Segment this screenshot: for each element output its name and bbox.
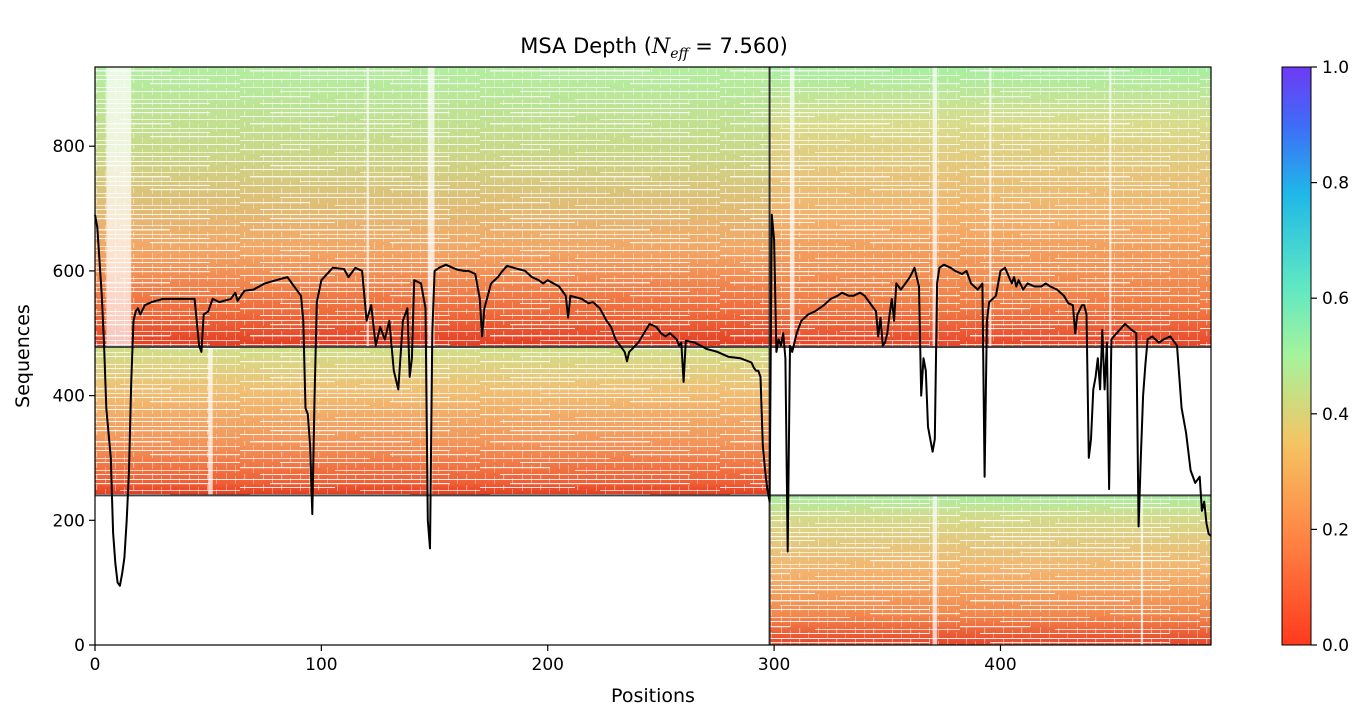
colorbar-tick-label: 0.0 <box>1322 636 1349 656</box>
coverage-line <box>94 213 1212 587</box>
chart-title: MSA Depth (Neff = 7.560) <box>520 34 788 62</box>
y-tick-label: 800 <box>53 137 85 157</box>
y-axis: 0 200 400 600 800 <box>53 137 95 656</box>
x-tick-label: 0 <box>90 655 101 675</box>
gap-column <box>208 346 213 496</box>
plot-frame <box>94 66 1212 646</box>
colorbar-tick-label: 0.8 <box>1322 174 1349 194</box>
gap-column <box>932 67 938 347</box>
colorbar-tick-label: 0.4 <box>1322 405 1349 425</box>
x-tick-label: 200 <box>532 655 564 675</box>
gap-column <box>427 67 435 347</box>
gap-column <box>1109 67 1112 347</box>
colorbar-tick-label: 0.2 <box>1322 520 1349 540</box>
gap-column <box>789 67 795 347</box>
y-tick-label: 0 <box>74 636 85 656</box>
gap-column <box>427 346 433 496</box>
colorbar-tick-label: 1.0 <box>1322 58 1349 78</box>
x-tick-label: 300 <box>758 655 790 675</box>
x-tick-label: 400 <box>984 655 1016 675</box>
y-tick-label: 600 <box>53 262 85 282</box>
colorbar-tick-label: 0.6 <box>1322 289 1349 309</box>
gap-column <box>106 67 132 347</box>
y-tick-label: 400 <box>53 387 85 407</box>
x-axis-label: Positions <box>611 685 695 707</box>
y-axis-label: Sequences <box>12 304 34 408</box>
colorbar: 0.0 0.2 0.4 0.6 0.8 1.0 <box>1281 58 1349 656</box>
x-tick-label: 100 <box>305 655 337 675</box>
msa-block-column-gaps <box>769 495 1211 645</box>
plot-area <box>94 66 1212 646</box>
colorbar-gradient <box>1281 66 1312 646</box>
chain-boundaries <box>95 67 1211 645</box>
x-axis: 0 100 200 300 400 <box>90 645 1017 675</box>
colorbar-ticks: 0.0 0.2 0.4 0.6 0.8 1.0 <box>1311 58 1349 656</box>
gap-column <box>989 67 992 347</box>
gap-column <box>932 495 938 645</box>
gap-column <box>366 67 369 347</box>
y-tick-label: 200 <box>53 511 85 531</box>
gap-column <box>1140 495 1144 645</box>
